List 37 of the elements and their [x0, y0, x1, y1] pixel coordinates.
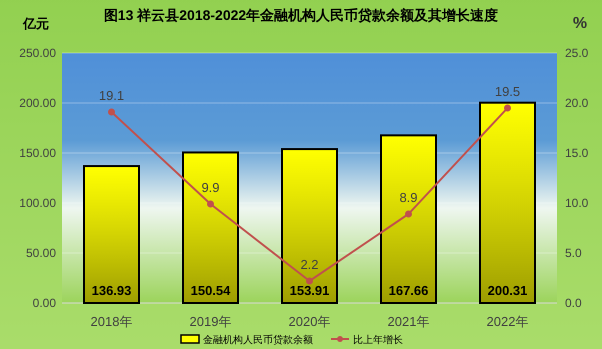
point [405, 210, 412, 218]
y2-tick-label: 20.0 [565, 96, 589, 110]
y2-tick-label: 10.0 [565, 196, 589, 210]
point [306, 278, 313, 284]
data-label: 2.2 [300, 257, 319, 272]
chart-title: 图13 祥云县2018-2022年金融机构人民币贷款余额及其增长速度 [104, 7, 498, 23]
y-tick-label: 100.00 [19, 196, 56, 210]
y-tick-label: 150.00 [19, 146, 56, 160]
y-tick-label: 200.00 [19, 96, 56, 110]
data-label: 136.93 [92, 283, 132, 298]
x-tick-label: 2021年 [388, 314, 430, 329]
data-label: 153.91 [290, 283, 330, 298]
x-tick-label: 2020年 [288, 314, 330, 329]
y2-tick-label: 5.0 [565, 246, 582, 260]
data-label: 19.1 [98, 88, 124, 103]
data-label: 9.9 [201, 180, 220, 195]
point [207, 200, 214, 208]
data-label: 19.5 [494, 84, 520, 99]
y-tick-label: 250.00 [19, 46, 56, 60]
x-tick-label: 2018年 [90, 314, 132, 329]
y-axis-title: 亿元 [22, 16, 49, 31]
x-tick-label: 2019年 [190, 314, 232, 329]
y2-tick-label: 0.0 [565, 296, 582, 310]
y2-axis-title: % [572, 15, 588, 32]
data-label: 8.9 [399, 190, 418, 205]
y2-tick-label: 15.0 [565, 146, 589, 160]
x-tick-label: 2022年 [486, 314, 528, 329]
point [108, 108, 115, 116]
legend-label: 比上年增长 [353, 334, 403, 346]
point [504, 104, 511, 112]
data-label: 200.31 [488, 283, 528, 298]
legend-label: 金融机构人民币贷款余额 [203, 334, 313, 346]
data-label: 167.66 [388, 283, 428, 298]
data-label: 150.54 [190, 283, 232, 298]
y2-tick-label: 25.0 [565, 46, 589, 60]
y-tick-label: 0.00 [32, 296, 56, 310]
y-tick-label: 50.00 [26, 246, 56, 260]
